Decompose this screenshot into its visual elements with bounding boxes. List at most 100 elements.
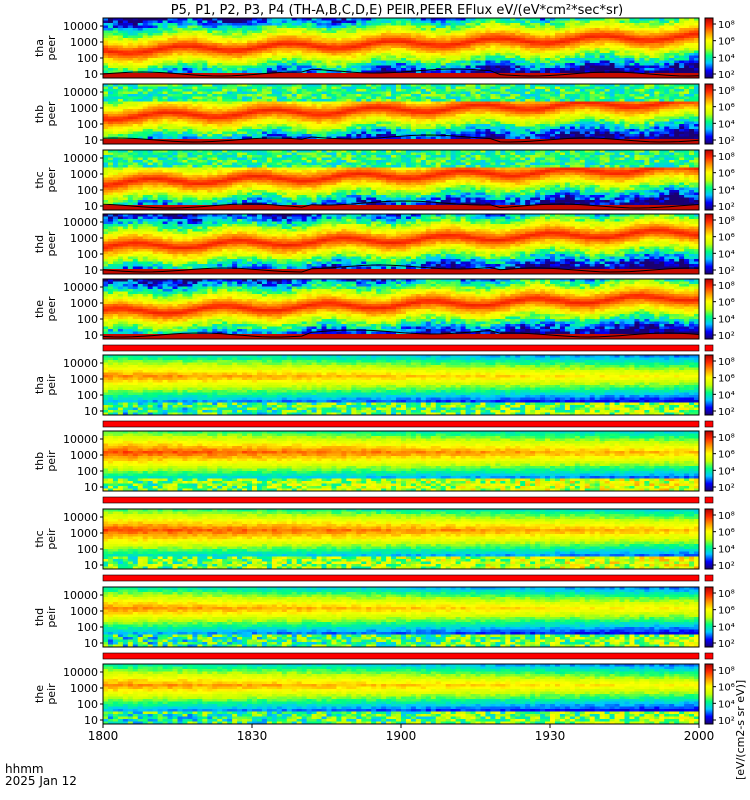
x-tick-label: 1900	[386, 729, 417, 743]
y-tick-label: 100	[77, 543, 98, 556]
colorbar-tick-label: 10⁶	[718, 683, 735, 694]
panel-ylabel: thepeer	[33, 296, 58, 322]
colorbar-tick-label: 10²	[718, 483, 735, 494]
colorbar-tick-label: 10²	[718, 331, 735, 342]
colorbar-tick-label: 10⁸	[718, 86, 735, 97]
spectrogram-cells	[103, 84, 699, 144]
y-tick-label: 10	[84, 200, 98, 213]
x-axis: 1800 1830 1900 1930 2000	[88, 724, 715, 743]
colorbar-tick-label: 10⁴	[718, 390, 735, 401]
y-tick-label: 10000	[63, 433, 98, 446]
colorbar-tick-label: 10⁴	[718, 466, 735, 477]
y-tick-label: 10000	[63, 589, 98, 602]
y-tick-label: 1000	[70, 449, 98, 462]
panel-the-peer: 10000 1000 100 10 thepeer 10⁸ 10⁶ 10⁴ 10²	[33, 279, 735, 342]
colorbar-tick-label: 10²	[718, 716, 735, 727]
colorbar-tick-label: 10²	[718, 561, 735, 572]
y-tick-label: 1000	[70, 527, 98, 540]
footer-date: 2025 Jan 12	[5, 774, 77, 788]
y-tick-label: 1000	[70, 36, 98, 49]
panel-separator	[103, 345, 699, 351]
colorbar-tick-label: 10⁶	[718, 528, 735, 539]
panels: 10000100010010thapeer10⁸10⁶10⁴10²1000010…	[33, 18, 735, 727]
y-tick-label: 1000	[70, 605, 98, 618]
y-tick-label: 10000	[63, 216, 98, 229]
colorbar-tick-label: 10⁸	[718, 216, 735, 227]
colorbar-tick-label: 10²	[718, 202, 735, 213]
y-tick-label: 10	[84, 264, 98, 277]
y-tick-label: 10	[84, 329, 98, 342]
panel-separator	[103, 653, 699, 659]
y-tick-label: 1000	[70, 682, 98, 695]
colorbar-tick-label: 10²	[718, 136, 735, 147]
y-tick-label: 100	[77, 52, 98, 65]
y-tick-label: 100	[77, 184, 98, 197]
colorbar-tick-label: 10⁶	[718, 298, 735, 309]
y-tick-label: 10000	[63, 666, 98, 679]
colorbar-tick-label: 10⁴	[718, 314, 735, 325]
panel-ylabel: thdpeer	[33, 231, 58, 257]
y-tick-label: 100	[77, 698, 98, 711]
y-tick-label: 10000	[63, 357, 98, 370]
colorbar-tick-label: 10²	[718, 70, 735, 81]
panel-ylabel: thbpeir	[33, 450, 58, 472]
colorbar-label: [eV/(cm2-s sr eV)]	[734, 680, 747, 780]
y-tick-label: 10	[84, 714, 98, 727]
y-tick-label: 100	[77, 248, 98, 261]
panel-ylabel: thbpeer	[33, 101, 58, 127]
y-tick-label: 1000	[70, 373, 98, 386]
colorbar-tick-label: 10⁸	[718, 152, 735, 163]
y-tick-label: 10	[84, 134, 98, 147]
spectrogram-cells	[103, 587, 699, 647]
x-tick-label: 1800	[88, 729, 119, 743]
colorbar-tick-label: 10⁴	[718, 249, 735, 260]
colorbar-tick-label: 10²	[718, 639, 735, 650]
y-tick-label: 10000	[63, 281, 98, 294]
chart-title: P5, P1, P2, P3, P4 (TH-A,B,C,D,E) PEIR,P…	[171, 3, 624, 18]
colorbar: 10⁸ 10⁶ 10⁴ 10²	[705, 509, 735, 572]
colorbar-tick-label: 10⁶	[718, 37, 735, 48]
colorbar: 10⁸ 10⁶ 10⁴ 10²	[705, 279, 735, 342]
y-tick-label: 10000	[63, 86, 98, 99]
panel-ylabel: thdpeir	[33, 606, 58, 628]
panel-ylabel: thapeer	[33, 35, 58, 61]
panel-separator	[103, 421, 699, 427]
colorbar-tick-label: 10⁴	[718, 622, 735, 633]
y-tick-label: 10000	[63, 511, 98, 524]
colorbar-tick-label: 10⁸	[718, 511, 735, 522]
spectrogram-cells	[103, 431, 699, 491]
spectrogram-figure: P5, P1, P2, P3, P4 (TH-A,B,C,D,E) PEIR,P…	[0, 0, 750, 800]
colorbar-tick-label: 10⁸	[718, 281, 735, 292]
panel-ylabel: thapeir	[33, 374, 58, 396]
colorbar-tick-label: 10⁸	[718, 20, 735, 31]
colorbar-tick-label: 10⁸	[718, 666, 735, 677]
colorbar-tick-label: 10²	[718, 407, 735, 418]
colorbar-tick-label: 10⁸	[718, 433, 735, 444]
x-tick-label: 1830	[237, 729, 268, 743]
y-tick-label: 100	[77, 621, 98, 634]
y-tick-label: 10	[84, 559, 98, 572]
colorbar-tick-label: 10⁶	[718, 169, 735, 180]
spectrogram-cells	[103, 664, 699, 724]
y-tick-label: 1000	[70, 168, 98, 181]
panel-ylabel: thcpeir	[33, 528, 58, 550]
colorbar-tick-label: 10⁸	[718, 357, 735, 368]
y-tick-label: 1000	[70, 297, 98, 310]
spectrogram-cells	[103, 18, 699, 78]
panel-separator	[103, 497, 699, 503]
spectrogram-cells	[103, 509, 699, 569]
y-tick-label: 10	[84, 405, 98, 418]
colorbar-tick-label: 10²	[718, 266, 735, 277]
y-tick-label: 100	[77, 313, 98, 326]
y-tick-label: 10000	[63, 20, 98, 33]
colorbar-tick-label: 10⁴	[718, 544, 735, 555]
y-tick-label: 1000	[70, 102, 98, 115]
